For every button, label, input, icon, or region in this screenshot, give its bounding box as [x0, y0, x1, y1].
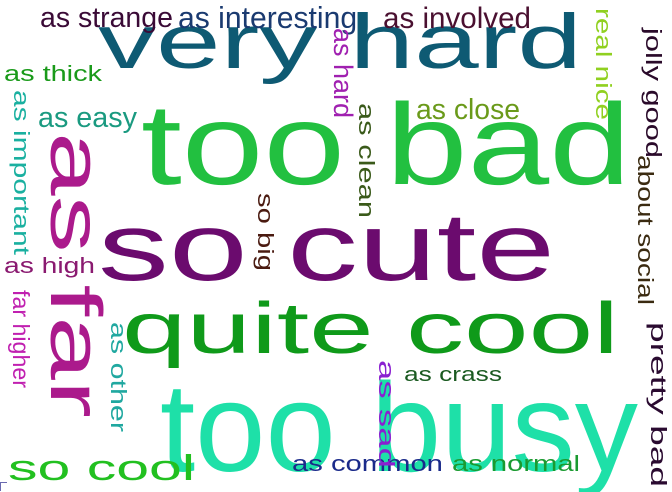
- word-as-other: as other: [106, 322, 131, 432]
- word-as-close: as close: [416, 94, 521, 126]
- word-about-social: about social: [633, 155, 658, 306]
- word-as-strange: as strange: [40, 2, 173, 34]
- corner-mark: [0, 482, 7, 491]
- word-as-thick: as thick: [4, 61, 103, 86]
- word-real-nice: real nice: [591, 8, 616, 120]
- word-as-normal: as normal: [452, 451, 581, 476]
- word-too-busy: too busy: [160, 357, 639, 492]
- word-as-high: as high: [4, 253, 96, 278]
- word-as-interesting: as interesting: [178, 2, 358, 35]
- word-quite-cool: quite cool: [122, 289, 619, 369]
- word-so-big: so big: [253, 193, 278, 271]
- word-jolly-good: jolly good: [641, 28, 666, 159]
- word-as-involved: as involved: [383, 2, 531, 35]
- word-so-cool: so cool: [8, 447, 195, 488]
- word-very-hard: very hard: [98, 0, 582, 85]
- word-as-sad: as sad: [374, 360, 399, 468]
- word-as-easy: as easy: [38, 102, 137, 134]
- word-as-clean: as clean: [354, 103, 379, 219]
- word-as-common: as common: [292, 451, 443, 476]
- word-as-crass: as crass: [404, 363, 502, 386]
- word-pretty-bad: pretty bad: [646, 322, 671, 487]
- word-as-important: as important: [9, 90, 34, 255]
- word-far-higher: far higher: [8, 290, 34, 388]
- word-too-bad: too bad: [141, 81, 631, 209]
- word-so-cute: so cute: [98, 194, 556, 301]
- word-as-hard: as hard: [328, 28, 358, 119]
